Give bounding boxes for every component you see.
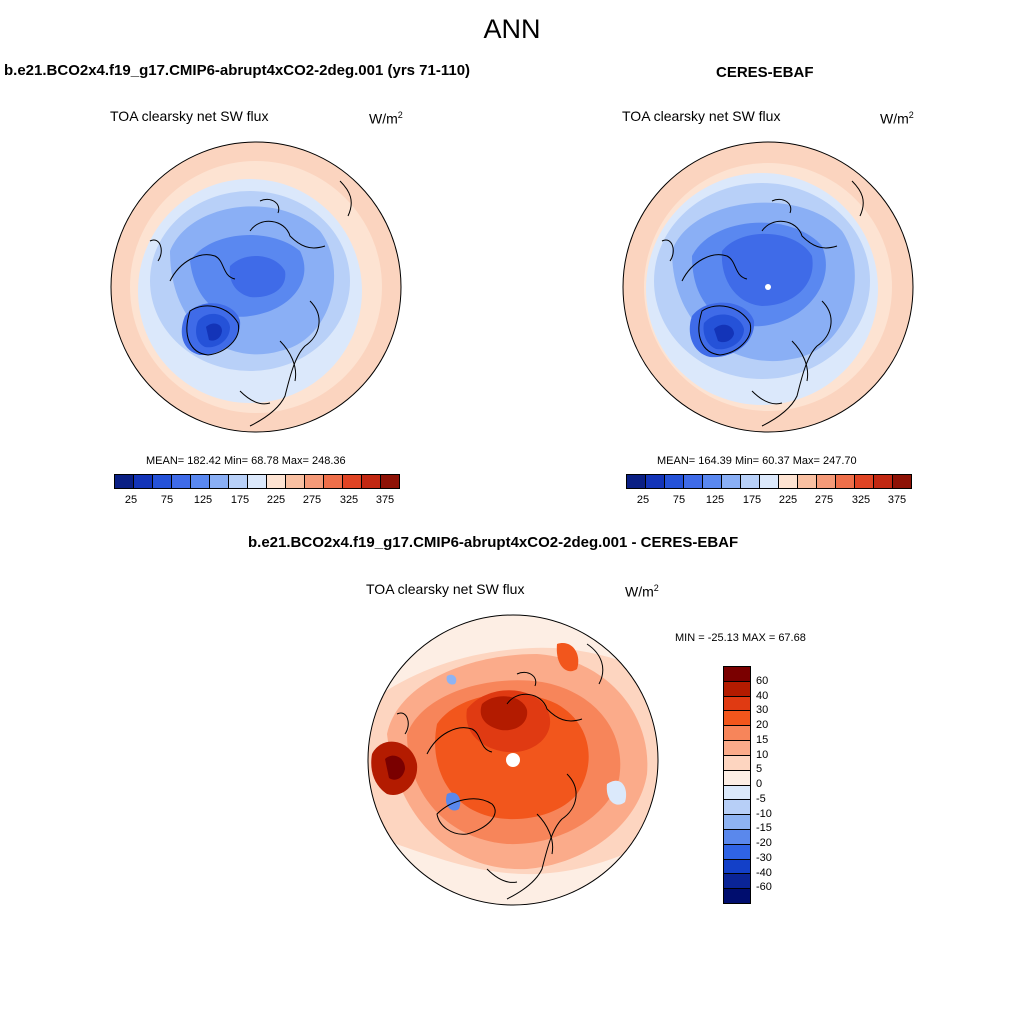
- colorbar-tick-label: 25: [124, 494, 138, 506]
- panel2-polar-map: [622, 141, 914, 433]
- colorbar-tick-label: 75: [160, 494, 174, 506]
- colorbar-tick-label: 325: [339, 494, 359, 506]
- colorbar-tick-label: 275: [302, 494, 322, 506]
- panel3-colorbar: [723, 666, 751, 904]
- colorbar-tick-label: 15: [756, 734, 769, 746]
- colorbar-tick-label: 60: [756, 675, 769, 687]
- colorbar-tick-label: 0: [756, 778, 763, 790]
- colorbar-tick-label: -15: [756, 822, 772, 834]
- colorbar-tick-label: 30: [756, 704, 769, 716]
- colorbar-tick-label: -60: [756, 881, 772, 893]
- colorbar-tick-label: 325: [851, 494, 871, 506]
- colorbar-tick-label: 225: [266, 494, 286, 506]
- colorbar-tick-label: -40: [756, 867, 772, 879]
- panel1-colorbar: [114, 474, 400, 489]
- panel3-stats: MIN = -25.13 MAX = 67.68: [675, 632, 806, 644]
- colorbar-tick-label: 5: [756, 763, 763, 775]
- colorbar-tick-label: 40: [756, 690, 769, 702]
- panel2-colorbar-labels: 25 75 125 175 225 275 325 375: [626, 494, 912, 508]
- figure-title: ANN: [483, 14, 541, 44]
- colorbar-tick-label: -5: [756, 793, 766, 805]
- colorbar-tick-label: 225: [778, 494, 798, 506]
- panel2-units: W/m2: [880, 110, 914, 127]
- panel3-polar-map: [367, 614, 659, 906]
- panel3-title: b.e21.BCO2x4.f19_g17.CMIP6-abrupt4xCO2-2…: [248, 534, 739, 551]
- colorbar-tick-label: 20: [756, 719, 769, 731]
- colorbar-tick-label: -30: [756, 852, 772, 864]
- colorbar-tick-label: 375: [375, 494, 395, 506]
- panel1-variable-label: TOA clearsky net SW flux: [110, 108, 269, 124]
- panel3-variable-label: TOA clearsky net SW flux: [366, 581, 525, 597]
- colorbar-tick-label: 10: [756, 749, 769, 761]
- panel1-units: W/m2: [369, 110, 403, 127]
- panel3-colorbar-labels: 60 40 30 20 15 10 5 0 -5 -10 -15 -20 -30…: [756, 666, 796, 902]
- panel2-colorbar: [626, 474, 912, 489]
- panel1-colorbar-labels: 25 75 125 175 225 275 325 375: [114, 494, 400, 508]
- colorbar-tick-label: -20: [756, 837, 772, 849]
- panel2-variable-label: TOA clearsky net SW flux: [622, 108, 781, 124]
- colorbar-tick-label: 75: [672, 494, 686, 506]
- colorbar-tick-label: 125: [193, 494, 213, 506]
- colorbar-tick-label: 125: [705, 494, 725, 506]
- colorbar-tick-label: 275: [814, 494, 834, 506]
- colorbar-tick-label: 25: [636, 494, 650, 506]
- colorbar-tick-label: 175: [742, 494, 762, 506]
- colorbar-tick-label: 175: [230, 494, 250, 506]
- colorbar-tick-label: -10: [756, 808, 772, 820]
- panel2-stats: MEAN= 164.39 Min= 60.37 Max= 247.70: [657, 455, 857, 467]
- panel1-title: b.e21.BCO2x4.f19_g17.CMIP6-abrupt4xCO2-2…: [4, 62, 471, 79]
- panel2-title: CERES-EBAF: [716, 64, 814, 81]
- colorbar-tick-label: 375: [887, 494, 907, 506]
- panel1-stats: MEAN= 182.42 Min= 68.78 Max= 248.36: [146, 455, 346, 467]
- panel3-units: W/m2: [625, 583, 659, 600]
- panel1-polar-map: [110, 141, 402, 433]
